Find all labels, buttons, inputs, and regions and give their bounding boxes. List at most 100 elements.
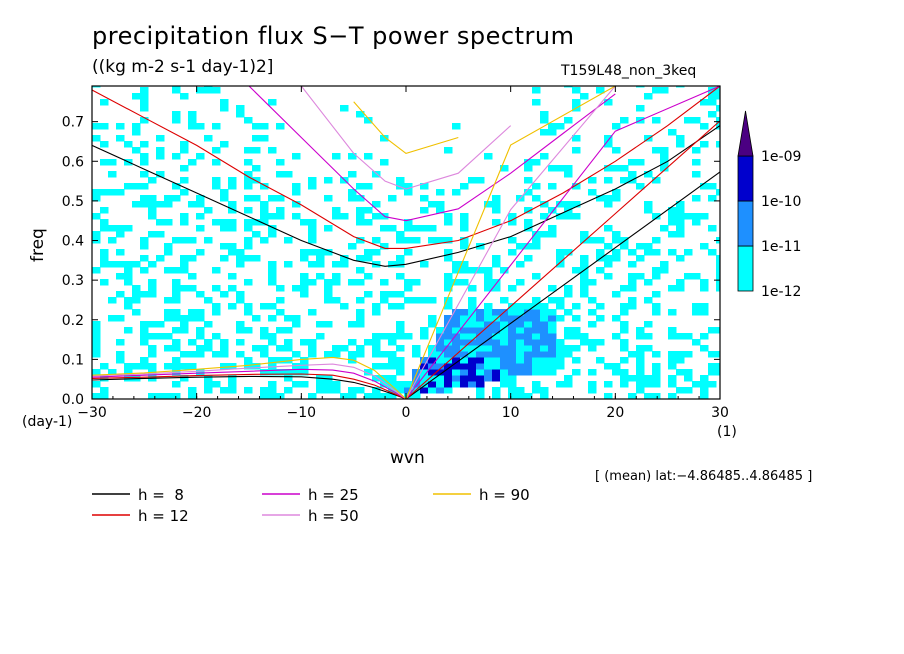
heat-cell [300, 285, 309, 292]
heat-cell [500, 165, 509, 172]
heat-cell [716, 363, 720, 370]
heat-cell [236, 321, 245, 328]
heat-cell [652, 369, 661, 376]
heat-cell [364, 369, 373, 376]
heat-cell [180, 237, 189, 244]
heat-cell [260, 219, 269, 226]
heat-cell [404, 333, 413, 340]
heat-cell [388, 363, 397, 370]
heat-cell [556, 255, 565, 262]
heat-cell [420, 375, 429, 382]
heat-cell [380, 333, 389, 340]
kelvin-h90-curve [405, 86, 720, 399]
heat-cell [684, 375, 693, 382]
heat-cell [204, 87, 213, 94]
heat-cell [612, 249, 621, 256]
heat-cell [564, 249, 573, 256]
heat-cell [492, 375, 501, 382]
heat-cell [588, 237, 597, 244]
heat-cell [196, 333, 205, 340]
heat-cell [532, 159, 541, 166]
heat-cell [412, 369, 421, 376]
y-axis-unit: (day-1) [22, 414, 73, 430]
heat-cell [652, 381, 661, 388]
heat-cell [260, 213, 269, 220]
heat-cell [100, 141, 109, 148]
heat-cell [396, 357, 405, 364]
heat-cell [460, 351, 469, 358]
heat-cell [596, 315, 605, 322]
heat-cell [596, 267, 605, 274]
heat-cell [372, 363, 381, 370]
y-tick-label: 0.4 [62, 234, 84, 250]
heat-cell [292, 381, 301, 388]
heat-cell [268, 213, 277, 220]
heat-cell [100, 219, 109, 226]
legend-label: h = 50 [308, 507, 359, 525]
heat-cell [580, 93, 589, 100]
heat-cell [164, 309, 173, 316]
heat-cell [444, 363, 453, 370]
heat-cell [244, 387, 253, 394]
heat-cell [124, 327, 133, 334]
heat-cell [508, 381, 517, 388]
heat-cell [92, 189, 101, 196]
heat-cell [676, 279, 685, 286]
heat-cell [188, 159, 197, 166]
heat-cell [172, 345, 181, 352]
heat-cell [436, 375, 445, 382]
heat-cell [308, 393, 317, 399]
heat-cell [572, 333, 581, 340]
heat-cell [404, 249, 413, 256]
heat-cell [484, 285, 493, 292]
heat-cell [564, 327, 573, 334]
heat-cell [172, 315, 181, 322]
heat-cell [548, 297, 557, 304]
heat-cell [500, 369, 509, 376]
heat-cell [188, 117, 197, 124]
heat-cell [380, 279, 389, 286]
heat-cell [420, 357, 429, 364]
heat-cell [476, 321, 485, 328]
heat-cell [548, 321, 557, 328]
heat-cell [420, 381, 429, 388]
heat-cell [412, 351, 421, 358]
heat-cell [516, 357, 525, 364]
kelvin-h50-curve [405, 86, 720, 399]
heat-cell [628, 393, 637, 399]
heat-cell [668, 285, 677, 292]
heat-cell [460, 183, 469, 190]
heat-cell [460, 261, 469, 268]
legend-label: h = 25 [308, 486, 359, 504]
heat-cell [180, 375, 189, 382]
heat-cell [236, 111, 245, 118]
heat-cell [284, 261, 293, 268]
heat-cell [604, 243, 613, 250]
heat-cell [188, 111, 197, 118]
heat-cell [388, 381, 397, 388]
heat-cell [596, 87, 605, 94]
heat-cell [148, 321, 157, 328]
heat-cell [460, 327, 469, 334]
heat-cell [260, 393, 269, 399]
heat-cell [148, 291, 157, 298]
heat-cell [140, 321, 149, 328]
heat-cell [324, 321, 333, 328]
x-tick-label: −10 [287, 405, 317, 421]
heat-cell [188, 255, 197, 262]
heat-cell [420, 225, 429, 232]
heat-cell [148, 213, 157, 220]
heat-cell [212, 183, 221, 190]
heat-cell [140, 159, 149, 166]
heat-cell [532, 87, 541, 94]
heat-cell [180, 285, 189, 292]
heat-cell [100, 249, 109, 256]
heat-cell [228, 387, 237, 394]
heat-cell [380, 297, 389, 304]
heat-cell [524, 345, 533, 352]
heat-cell [388, 291, 397, 298]
heat-cell [92, 195, 101, 202]
heat-cell [284, 375, 293, 382]
heat-cell [124, 375, 133, 382]
heat-cell [244, 243, 253, 250]
